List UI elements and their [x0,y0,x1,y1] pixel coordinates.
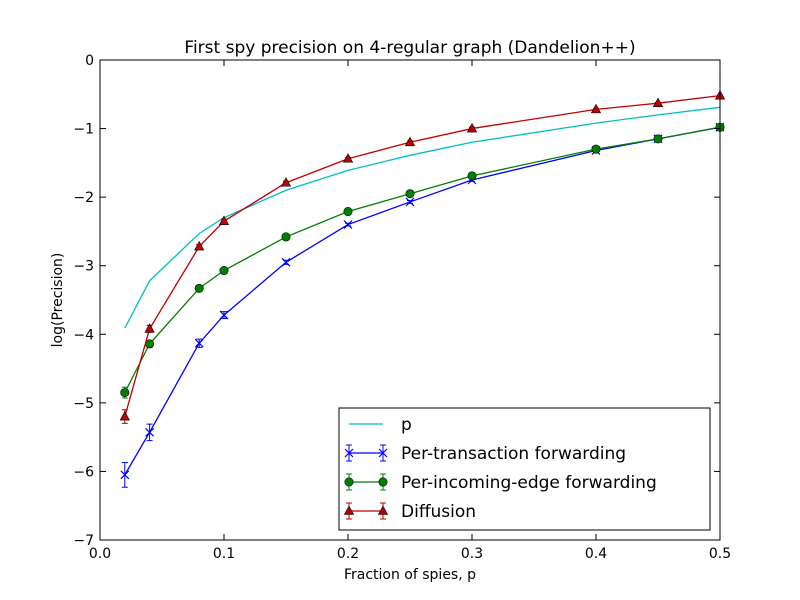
data-point [466,122,478,133]
data-point [652,97,664,107]
axis-ticks: 0.0 0.1 0.2 0.3 0.4 0.5 0 −1 −2 −3 −4 −5 −6 −7 [73,53,731,562]
x-tick-label: 0.1 [213,546,235,562]
chart-title: First spy precision on 4-regular graph (… [184,38,635,58]
legend-label: Diffusion [401,502,476,522]
y-tick-label: −1 [73,122,94,138]
legend: p Per-transaction forwarding Per-incoming-… [338,407,711,531]
x-tick-label: 0.4 [585,546,607,562]
legend-entry: Diffusion [343,502,476,522]
y-tick-label: −3 [73,259,94,275]
data-point [281,232,291,242]
data-point [343,207,353,217]
legend-marker [378,477,388,487]
legend-marker [378,448,388,458]
series-line [124,126,721,393]
data-point [120,470,130,480]
legend-label: Per-transaction forwarding [401,444,626,464]
data-point [343,220,353,229]
data-point [119,410,130,421]
series-0 [124,106,721,329]
series-2 [120,122,725,399]
legend-entry: Per-incoming-edge forwarding [344,473,657,493]
y-tick-label: −2 [73,190,94,206]
y-axis-label: log(Precision) [50,253,66,348]
y-tick-label: 0 [85,53,94,69]
data-point [405,197,415,207]
legend-marker [344,448,354,458]
plot-frame [99,59,721,541]
data-point [120,388,130,398]
plot-area [119,90,726,488]
y-tick-label: −5 [73,396,94,412]
legend-label: p [401,415,412,435]
y-tick-label: −6 [73,464,94,480]
data-point [218,215,230,225]
data-point [467,171,477,181]
data-point [591,144,601,154]
data-point [145,427,155,437]
data-point [342,153,354,163]
data-point [404,136,416,147]
x-tick-label: 0.3 [461,546,483,562]
x-axis-label: Fraction of spies, p [344,567,476,583]
data-point [281,257,291,267]
data-point [194,283,204,293]
x-tick-label: 0.2 [337,546,359,562]
data-point [144,323,155,333]
legend-box [338,407,711,531]
legend-entry: Per-transaction forwarding [344,444,626,464]
data-point [653,134,663,144]
data-point [194,338,204,348]
data-point [194,240,205,251]
y-tick-label: −4 [73,327,94,343]
data-point [219,310,229,320]
data-point [280,177,292,187]
legend-entry: p [349,415,412,435]
legend-label: Per-incoming-edge forwarding [401,473,657,493]
y-tick-label: −7 [73,533,94,549]
legend-marker [377,505,389,515]
legend-marker [343,505,355,515]
x-tick-label: 0.5 [709,546,731,562]
legend-marker [344,477,354,487]
series-line [124,106,721,329]
data-point [219,266,229,276]
data-point [590,103,602,114]
x-tick-label: 0.0 [89,546,111,562]
series-3 [119,90,726,424]
data-point [405,189,415,199]
